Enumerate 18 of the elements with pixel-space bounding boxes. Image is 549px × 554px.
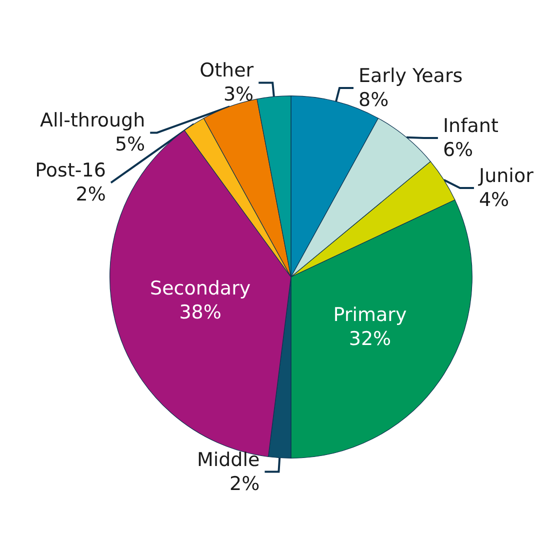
data-label: 5% [114,134,146,156]
data-label: 2% [230,472,260,495]
slice-label: Middle [196,448,260,471]
slice-label: All-through [40,110,146,132]
slice-label: Post-16 [35,160,106,182]
slice-label: Other [200,60,254,82]
data-label: 32% [348,328,392,350]
slice-label: Secondary [150,277,251,300]
slice-label: Early Years [358,64,463,87]
data-label: 2% [76,184,106,206]
slice-label: Infant [442,114,498,137]
data-label: 8% [358,88,389,111]
data-label: 4% [478,188,510,211]
slice-label: Junior [478,164,534,187]
data-label: 3% [223,84,254,106]
data-label: 38% [179,301,222,324]
slice-label: Primary [333,304,407,326]
data-label: 6% [442,138,474,161]
